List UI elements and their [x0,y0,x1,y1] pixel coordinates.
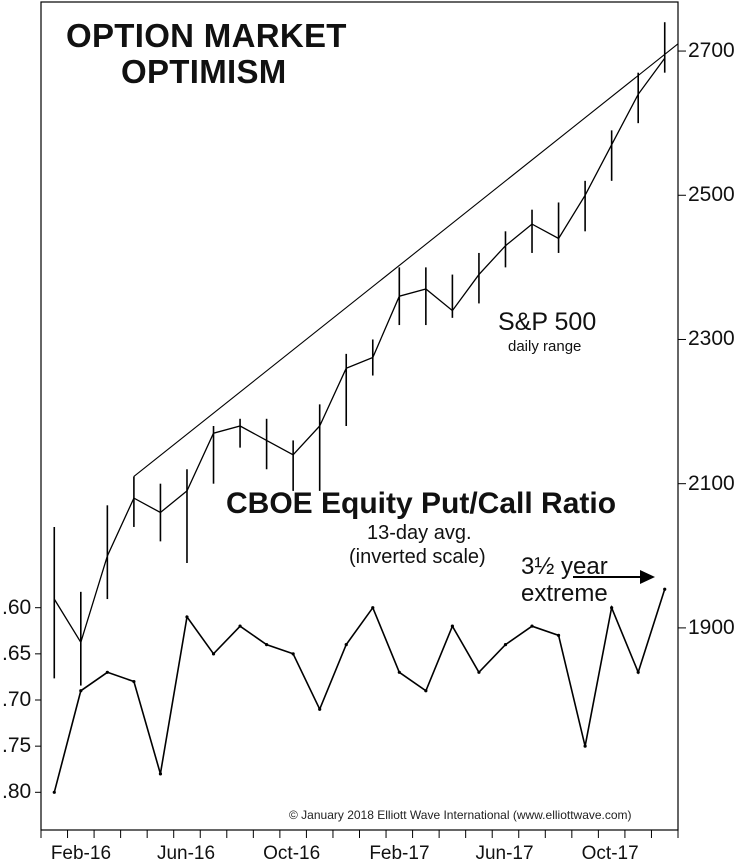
right-axis-tick-label: 2300 [688,327,735,351]
put-call-point [371,606,375,610]
right-axis-tick-label: 1900 [688,615,735,639]
left-axis-tick-label: .65 [2,641,32,665]
left-axis-tick-label: .80 [2,780,32,804]
put-call-point [530,624,534,628]
sp500-subtitle: daily range [508,338,582,355]
right-axis-tick-label: 2100 [688,471,735,495]
put-call-point [132,679,136,684]
put-call-point [663,587,667,591]
put-call-subtitle-line-2: (inverted scale) [349,546,486,568]
right-axis-tick-label: 2500 [688,183,735,207]
sp500-trendline [133,43,679,477]
put-call-point [52,790,56,794]
put-call-point [344,643,348,647]
put-call-point [238,624,242,628]
x-axis-tick-label: Feb-16 [50,843,112,864]
put-call-point [318,707,322,711]
put-call-point [503,643,508,647]
put-call-points [52,587,667,794]
put-call-series-line [53,588,666,793]
put-call-point [636,670,640,674]
put-call-point [158,772,163,776]
left-axis-tick-label: .75 [2,734,32,758]
sp500-series-line [53,57,666,644]
put-call-point [583,744,587,748]
annotation-line-1: 3½ year [521,553,608,580]
put-call-point [556,633,561,637]
put-call-point [265,643,269,647]
sp500-range-bars [53,22,666,686]
x-axis-tick-label: Oct-17 [581,843,639,864]
x-axis-tick-label: Jun-16 [156,843,216,864]
put-call-point [79,689,83,693]
put-call-point [211,652,216,656]
put-call-point [450,624,454,628]
put-call-point [105,670,109,674]
put-call-point [477,670,481,674]
put-call-subtitle-line-1: 13-day avg. [367,522,472,544]
left-axis-tick-label: .70 [2,688,32,711]
annotation-arrowhead-icon [640,570,655,584]
put-call-point [424,689,428,693]
put-call-point [291,652,295,656]
annotation-line-2: extreme [521,580,608,607]
tick-marks [35,50,686,838]
put-call-title: CBOE Equity Put/Call Ratio [226,487,617,520]
x-axis-tick-label: Jun-17 [475,843,534,864]
chart-title-line-2: OPTIMISM [121,53,287,90]
copyright-note: © January 2018 Elliott Wave Internationa… [289,808,632,822]
chart-title-line-1: OPTION MARKET [66,17,347,54]
left-axis-tick-label: .60 [2,595,32,619]
put-call-point [610,606,614,610]
plot-frame [40,1,679,831]
sp500-label: S&P 500 [498,308,597,336]
x-axis-tick-label: Oct-16 [263,843,321,864]
put-call-point [397,670,401,674]
x-axis-tick-label: Feb-17 [369,843,430,864]
right-axis-tick-label: 2700 [688,39,735,63]
put-call-point [185,615,189,619]
